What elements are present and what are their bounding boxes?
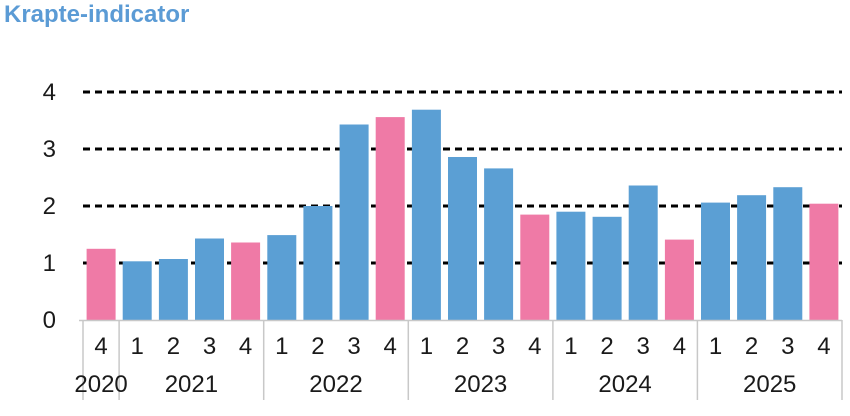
year-label-2020: 2020 xyxy=(74,371,127,398)
year-label-2022: 2022 xyxy=(309,371,362,398)
bar-2021-q4 xyxy=(231,242,261,320)
bars xyxy=(86,109,839,321)
bar-2023-q4 xyxy=(520,214,550,320)
bar-2025-q1 xyxy=(701,202,730,320)
quarter-label: 4 xyxy=(817,333,830,360)
bar-2024-q2 xyxy=(592,216,622,320)
bar-2024-q3 xyxy=(628,185,658,320)
quarter-label: 1 xyxy=(131,333,144,360)
axes xyxy=(79,319,843,400)
quarter-label: 3 xyxy=(347,333,360,360)
bar-2022-q4 xyxy=(375,117,405,320)
y-tick-label-3: 3 xyxy=(43,136,56,163)
quarter-label: 4 xyxy=(528,333,541,360)
year-label-2025: 2025 xyxy=(743,371,796,398)
quarter-label: 3 xyxy=(492,333,505,360)
y-tick-labels: 0 1 2 3 4 xyxy=(43,79,56,334)
bar-2024-q4 xyxy=(664,239,694,320)
bar-2023-q1 xyxy=(411,109,441,320)
bar-2024-q1 xyxy=(556,211,586,320)
bar-2021-q3 xyxy=(195,238,224,320)
bar-2021-q1 xyxy=(122,261,152,320)
quarter-label: 2 xyxy=(456,333,469,360)
quarter-label: 2 xyxy=(745,333,758,360)
y-tick-label-2: 2 xyxy=(43,193,56,220)
bar-2025-q3 xyxy=(773,187,803,320)
quarter-label: 1 xyxy=(420,333,433,360)
quarter-label: 3 xyxy=(203,333,216,360)
year-label-2023: 2023 xyxy=(454,371,507,398)
year-label-2024: 2024 xyxy=(598,371,651,398)
bar-2023-q3 xyxy=(484,168,514,320)
bar-2025-q4 xyxy=(809,203,839,320)
bar-2022-q1 xyxy=(267,235,297,320)
quarter-label: 3 xyxy=(637,333,650,360)
y-tick-label-1: 1 xyxy=(43,250,56,277)
bar-2022-q3 xyxy=(339,124,369,320)
quarter-label: 2 xyxy=(600,333,613,360)
bar-2022-q2 xyxy=(303,206,333,320)
year-label-2021: 2021 xyxy=(165,371,218,398)
quarter-label: 4 xyxy=(384,333,397,360)
bar-2021-q2 xyxy=(158,259,188,320)
quarter-label: 1 xyxy=(275,333,288,360)
quarter-label: 4 xyxy=(239,333,252,360)
quarter-label: 1 xyxy=(564,333,577,360)
bar-2020-q4 xyxy=(86,248,116,321)
bar-2023-q2 xyxy=(448,157,477,320)
quarter-label: 4 xyxy=(94,333,107,360)
y-tick-label-0: 0 xyxy=(43,307,56,334)
quarter-label: 1 xyxy=(709,333,722,360)
chart-title: Krapte-indicator xyxy=(4,1,190,28)
quarter-label: 2 xyxy=(311,333,324,360)
quarter-label: 4 xyxy=(673,333,686,360)
quarter-label: 2 xyxy=(167,333,180,360)
y-tick-label-4: 4 xyxy=(43,79,56,106)
quarter-label: 3 xyxy=(781,333,794,360)
bar-2025-q2 xyxy=(737,195,767,320)
